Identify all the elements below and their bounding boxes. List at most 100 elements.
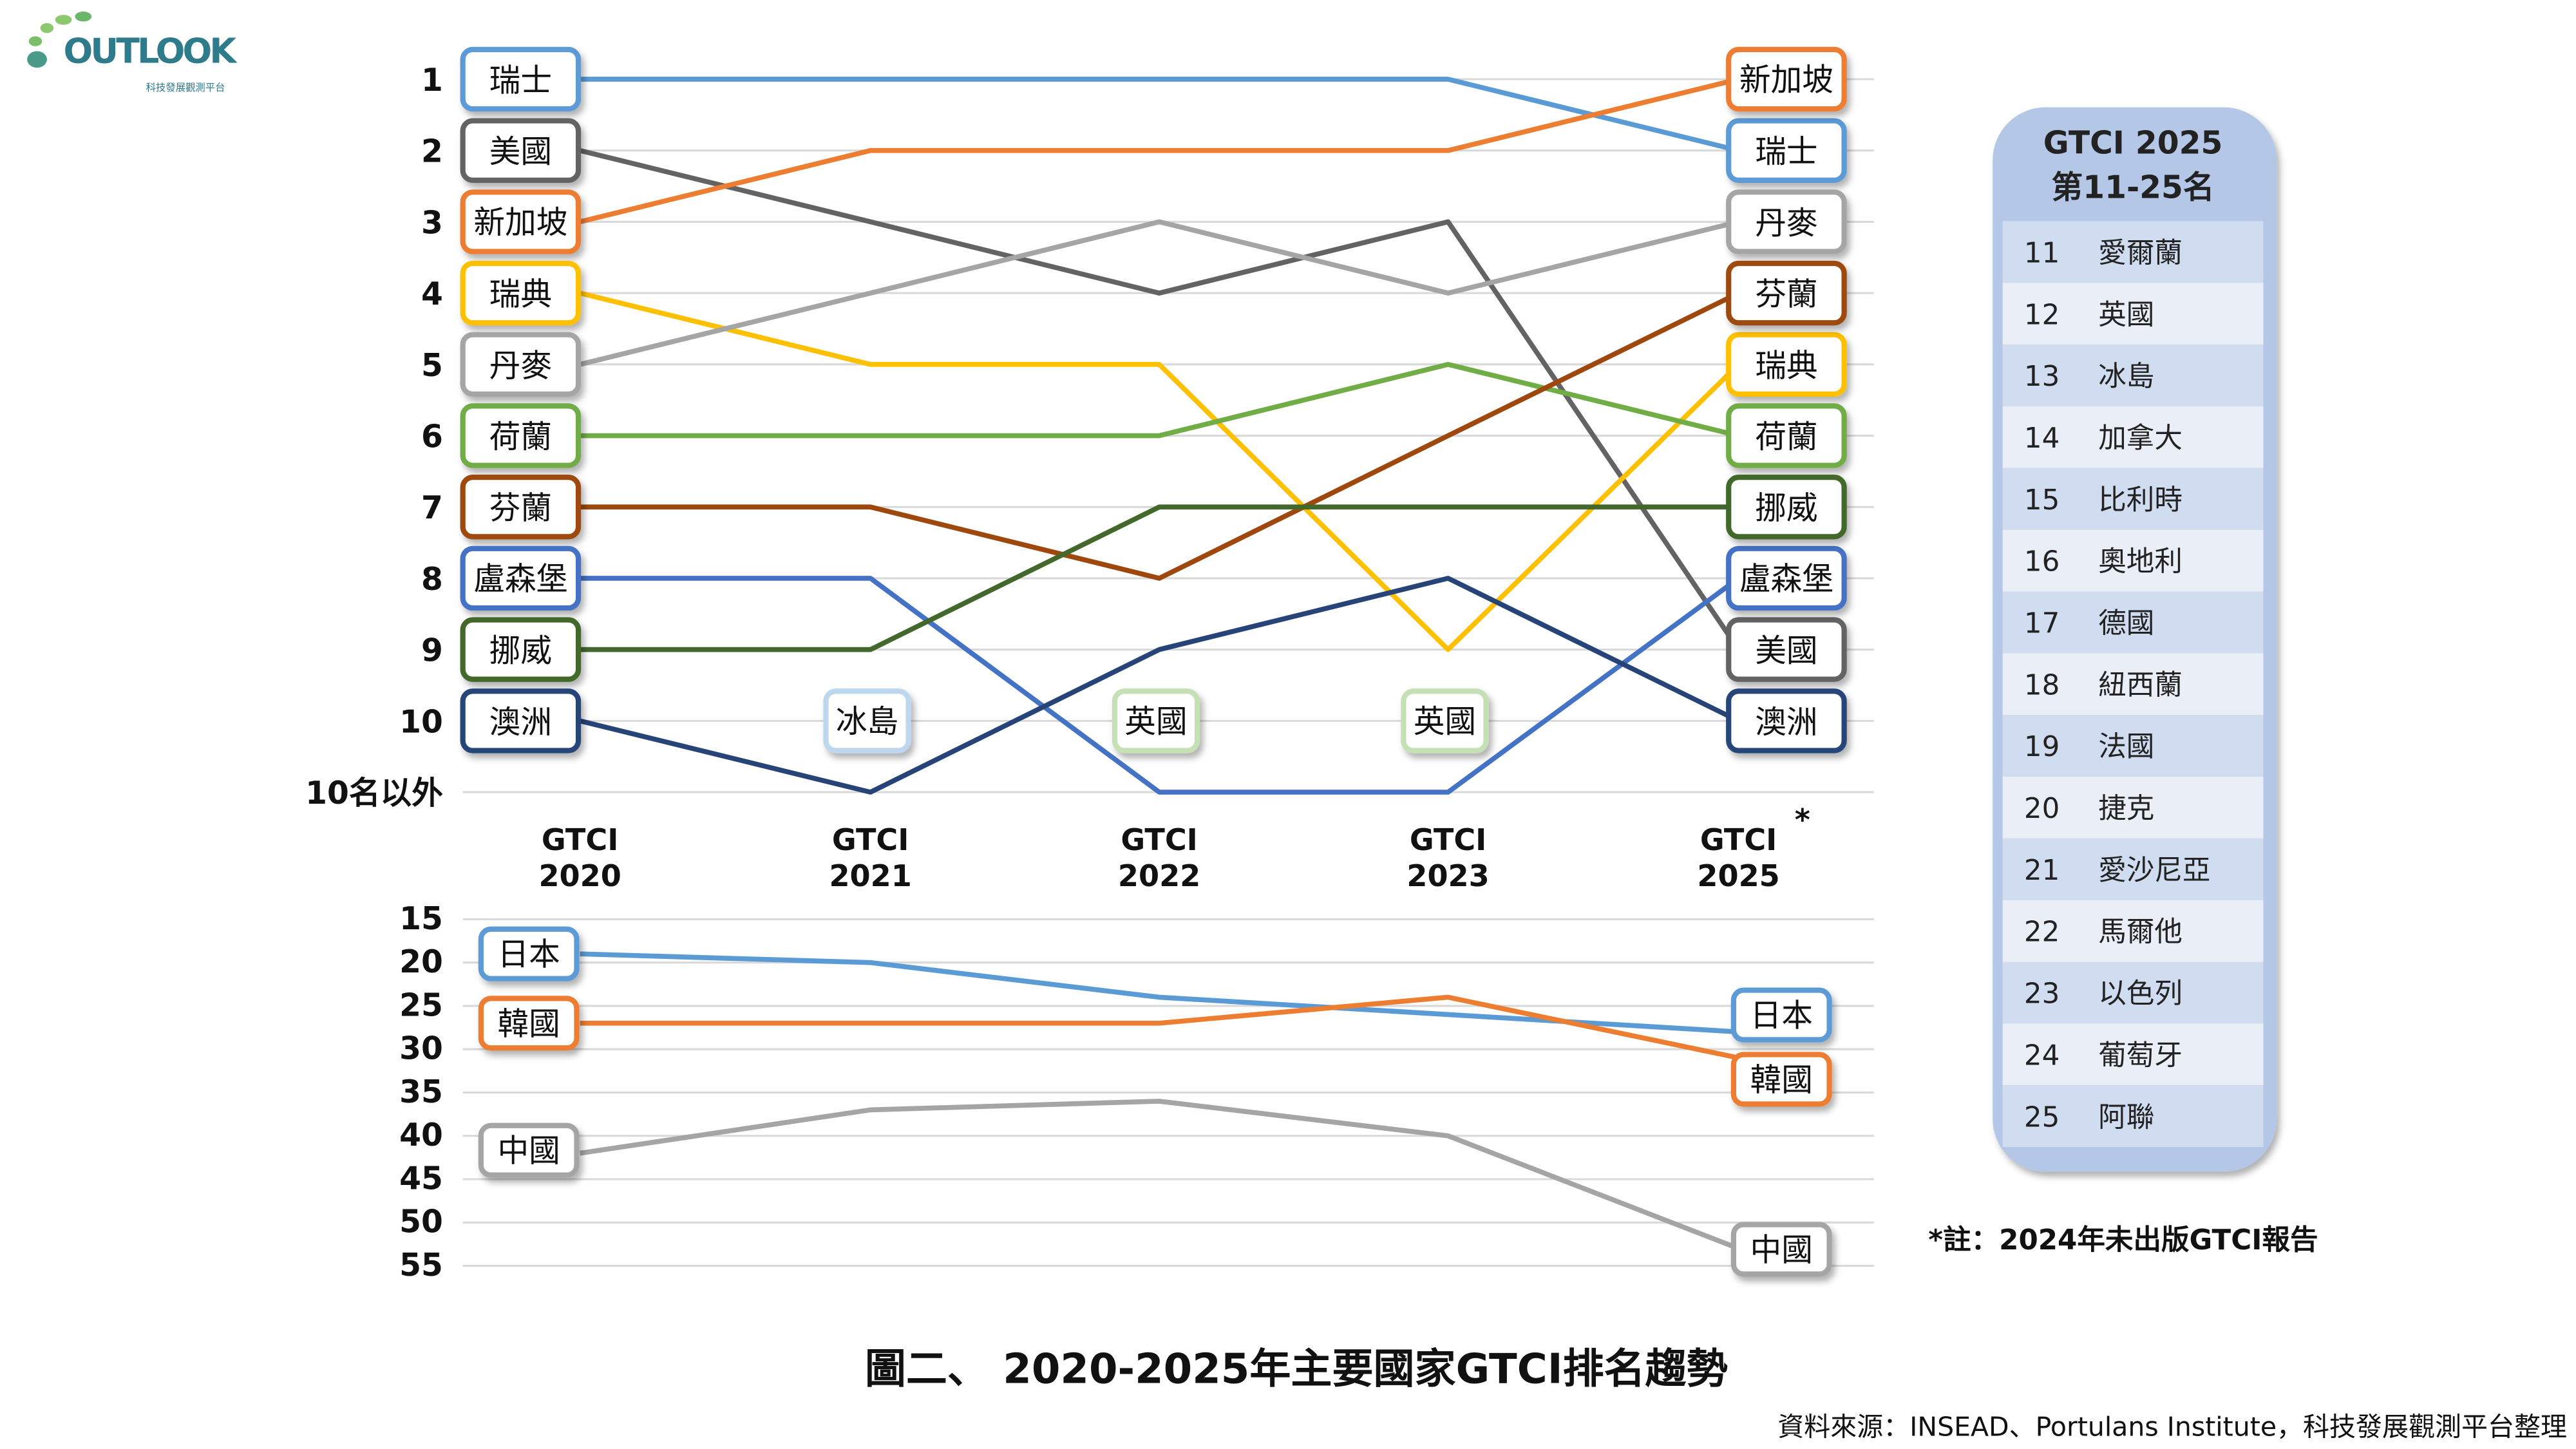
row-bg [2002, 283, 2264, 345]
series-line-1 [580, 994, 1739, 1061]
label-box-text: 瑞典 [489, 277, 552, 313]
side-panel-subtitle: 第11-25名 [2052, 170, 2215, 206]
y-tick-label: 1 [421, 62, 443, 99]
start-label-0: 瑞士 [460, 46, 582, 112]
annotation-label-0: 冰島 [823, 688, 911, 753]
label-box-frame [478, 1122, 580, 1178]
row-rank: 12 [2024, 299, 2060, 331]
label-box-text: 芬蘭 [489, 491, 552, 527]
row-bg [2002, 529, 2264, 592]
row-country: 奧地利 [2098, 546, 2183, 578]
row-country: 比利時 [2098, 484, 2183, 516]
end-label-7: 盧森堡 [1726, 545, 1847, 611]
x-tick-label-bottom: 2023 [1406, 858, 1489, 893]
side-panel-row: 22 馬爾他 [2002, 900, 2264, 962]
label-box-text: 美國 [1755, 633, 1817, 669]
end-label-4: 丹麥 [1726, 189, 1847, 254]
label-box-frame [460, 688, 582, 753]
series-line-6 [580, 290, 1740, 581]
label-box-frame [1726, 332, 1847, 397]
y-tick-label: 45 [399, 1160, 443, 1197]
label-box-text: 丹麥 [1755, 205, 1817, 242]
side-panel-row: 14 加拿大 [2002, 406, 2264, 468]
label-box-text: 新加坡 [473, 205, 567, 241]
end-label-1: 美國 [1726, 617, 1847, 682]
side-panel-row: 16 奧地利 [2002, 529, 2264, 592]
label-box-text: 盧森堡 [473, 561, 567, 597]
start-label-7: 盧森堡 [460, 545, 582, 611]
series-line-2 [579, 77, 1739, 225]
row-rank: 22 [2024, 916, 2060, 949]
series-line-1 [579, 147, 1741, 651]
start-label-3: 瑞典 [460, 260, 582, 326]
y-tick-label: 25 [399, 987, 443, 1023]
x-tick-label-top: GTCI [542, 822, 618, 857]
side-panel-row: 18 紐西蘭 [2002, 653, 2264, 715]
series-line-5 [580, 361, 1739, 439]
side-panel-row: 12 英國 [2002, 283, 2264, 345]
row-country: 德國 [2098, 608, 2154, 640]
start-label-2: 中國 [478, 1122, 580, 1178]
label-box-text: 挪威 [489, 633, 552, 669]
row-rank: 15 [2024, 484, 2060, 516]
x-tick-label-top: GTCI [1700, 822, 1777, 857]
side-panel-row: 15 比利時 [2002, 468, 2264, 530]
row-bg [2002, 406, 2264, 468]
series-line-8 [580, 504, 1739, 652]
y-tick-label: 8 [421, 562, 443, 598]
x-tick-label-bottom: 2021 [829, 858, 911, 893]
row-country: 法國 [2098, 731, 2154, 763]
end-label-8: 挪威 [1726, 475, 1847, 540]
y-tick-label: 35 [399, 1074, 443, 1110]
label-box-frame [1112, 688, 1200, 753]
label-box-text: 韓國 [497, 1006, 560, 1042]
start-label-0: 日本 [478, 926, 580, 981]
label-box-text: 日本 [497, 937, 560, 973]
figure-title: 圖二、 2020-2025年主要國家GTCI排名趨勢 [865, 1345, 1728, 1393]
side-panel-row: 11 愛爾蘭 [2002, 221, 2264, 283]
row-bg [2002, 653, 2264, 715]
row-bg [2002, 838, 2264, 900]
annotation-label-1: 英國 [1112, 688, 1200, 753]
end-label-9: 澳洲 [1726, 688, 1847, 753]
y-tick-label: 10 [399, 704, 443, 740]
x-tick-label-top: GTCI [1410, 822, 1486, 857]
row-bg [2002, 961, 2264, 1024]
label-box-frame [1730, 987, 1832, 1043]
row-bg [2002, 345, 2264, 406]
end-label-0: 日本 [1730, 987, 1832, 1043]
series-line-2 [580, 1099, 1739, 1251]
y-tick-label: 7 [421, 490, 443, 526]
label-box-text: 瑞士 [1755, 134, 1817, 170]
end-label-1: 韓國 [1730, 1052, 1832, 1107]
side-panel-row: 25 阿聯 [2002, 1085, 2264, 1148]
label-box-frame [1726, 545, 1847, 611]
row-country: 冰島 [2098, 361, 2154, 393]
row-country: 馬爾他 [2098, 916, 2183, 949]
row-rank: 11 [2024, 237, 2060, 269]
series-line-7 [580, 576, 1740, 795]
y-tick-label: 20 [399, 944, 443, 980]
label-box-text: 盧森堡 [1739, 561, 1833, 597]
row-rank: 23 [2024, 978, 2060, 1010]
label-box-text: 中國 [1750, 1232, 1813, 1268]
logo-text: OUTLOOK [64, 30, 238, 71]
end-label-5: 荷蘭 [1726, 403, 1847, 468]
y-tick-label: 9 [421, 633, 443, 669]
row-bg [2002, 900, 2264, 962]
row-country: 捷克 [2098, 793, 2154, 825]
end-label-2: 新加坡 [1726, 46, 1847, 112]
series-line-3 [579, 290, 1741, 652]
y-tick-label: 6 [421, 419, 443, 455]
start-label-5: 荷蘭 [460, 403, 582, 468]
series-line-9 [579, 576, 1740, 795]
row-country: 阿聯 [2098, 1101, 2154, 1133]
footnote: *註：2024年未出版GTCI報告 [1928, 1224, 2318, 1256]
y-tick-label: 2 [421, 134, 443, 170]
y-tick-label: 15 [399, 901, 443, 937]
y-tick-label: 3 [421, 205, 443, 241]
row-rank: 21 [2024, 855, 2060, 887]
label-box-frame [460, 475, 582, 540]
